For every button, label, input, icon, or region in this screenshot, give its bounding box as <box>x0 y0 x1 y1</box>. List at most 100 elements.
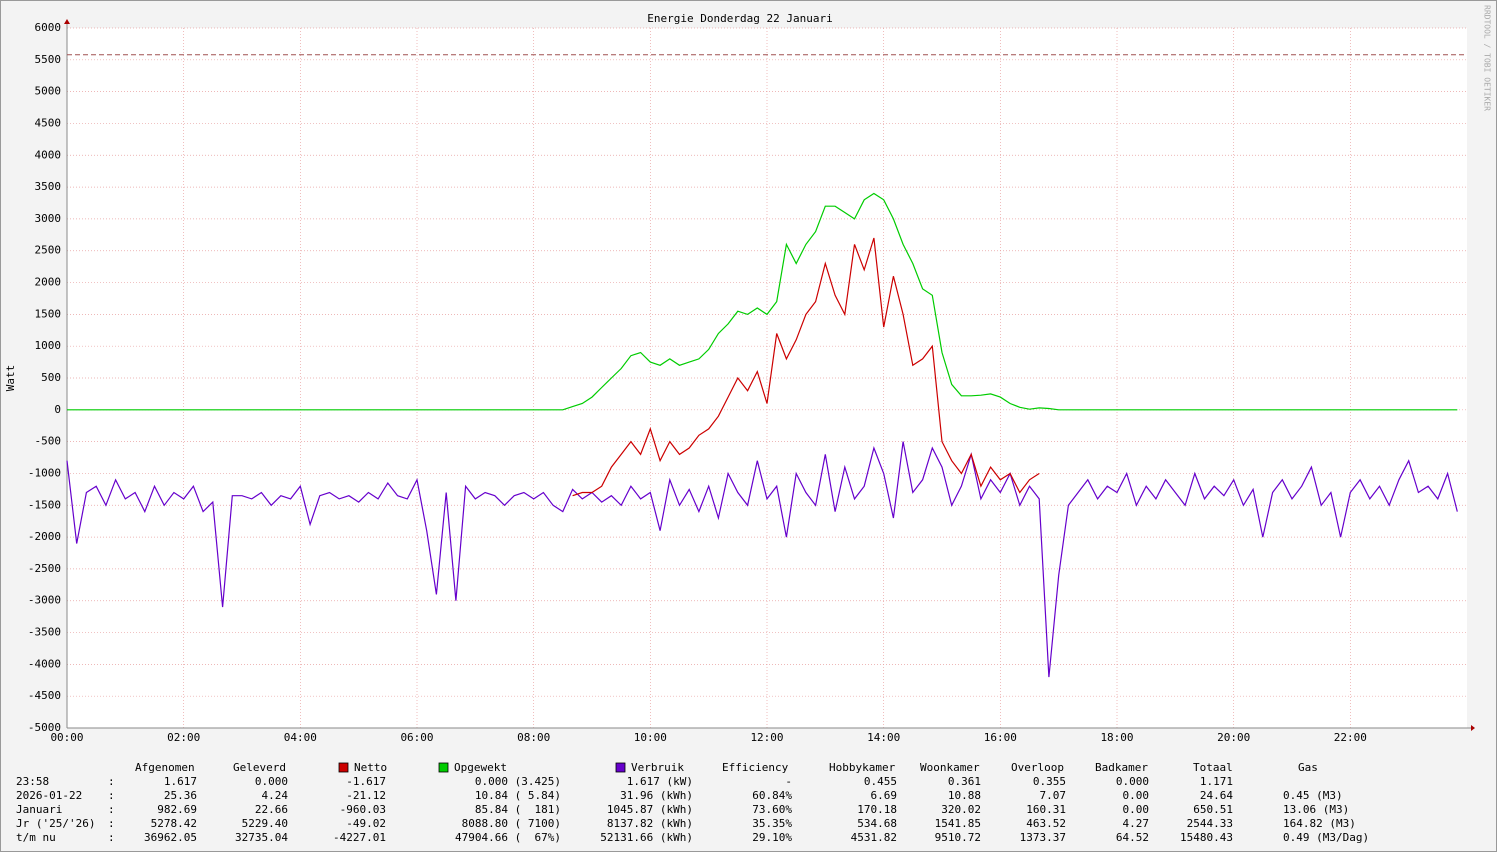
legend-label: Netto <box>354 761 387 774</box>
x-tick-label: 20:00 <box>1217 731 1250 744</box>
table-cell: 6.69 <box>871 789 898 802</box>
table-cell: 0.355 <box>1033 775 1066 788</box>
y-tick-label: -5000 <box>28 721 61 734</box>
x-tick-label: 04:00 <box>284 731 317 744</box>
table-header: Afgenomen <box>135 761 195 774</box>
table-cell: 170.18 <box>857 803 897 816</box>
x-tick-label: 06:00 <box>400 731 433 744</box>
table-cell: 0.45 (M3) <box>1283 789 1343 802</box>
table-cell: 60.84% <box>752 789 792 802</box>
table-cell: 4.27 <box>1123 817 1150 830</box>
table-cell: - <box>785 775 792 788</box>
y-tick-label: 4000 <box>35 148 62 161</box>
table-cell: 1.617 (kW) <box>627 775 693 788</box>
table-cell: 5278.42 <box>151 817 197 830</box>
legend-swatch <box>615 762 626 773</box>
table-cell: 0.000 <box>1116 775 1149 788</box>
table-cell: 25.36 <box>164 789 197 802</box>
table-header: Gas <box>1298 761 1318 774</box>
table-cell: 320.02 <box>941 803 981 816</box>
y-tick-label: 2000 <box>35 276 62 289</box>
y-tick-label: 500 <box>41 371 61 384</box>
x-tick-label: 08:00 <box>517 731 550 744</box>
x-tick-label: 02:00 <box>167 731 200 744</box>
x-tick-label: 00:00 <box>50 731 83 744</box>
table-cell: 5229.40 <box>242 817 288 830</box>
table-cell: 1045.87 (kWh) <box>607 803 693 816</box>
y-tick-label: -500 <box>35 435 62 448</box>
table-cell: 32735.04 <box>235 831 288 844</box>
table-cell: 0.000 <box>255 775 288 788</box>
table-cell: 982.69 <box>157 803 197 816</box>
table-cell: 10.88 <box>948 789 981 802</box>
table-cell: 650.51 <box>1193 803 1233 816</box>
watermark: RRDTOOL / TOBI OETIKER <box>1483 5 1492 111</box>
row-label: Januari <box>16 803 62 816</box>
table-cell: 1.171 <box>1200 775 1233 788</box>
table-cell: 35.35% <box>752 817 792 830</box>
table-cell: 22.66 <box>255 803 288 816</box>
y-tick-label: 3000 <box>35 212 62 225</box>
table-cell: 0.00 <box>1123 803 1150 816</box>
table-cell: 160.31 <box>1026 803 1066 816</box>
row-separator: : <box>108 775 115 788</box>
series-line <box>66 441 1458 678</box>
y-tick-label: 3500 <box>35 180 62 193</box>
axis-arrow <box>64 19 70 24</box>
table-cell: 0.361 <box>948 775 981 788</box>
table-header: Efficiency <box>722 761 789 774</box>
row-separator: : <box>108 817 115 830</box>
table-cell: 4531.82 <box>851 831 897 844</box>
table-cell: 13.06 (M3) <box>1283 803 1349 816</box>
legend-swatch <box>438 762 449 773</box>
table-cell: 0.455 <box>864 775 897 788</box>
y-axis-label: Watt <box>4 365 17 392</box>
table-cell: 1373.37 <box>1020 831 1066 844</box>
table-cell: 64.52 <box>1116 831 1149 844</box>
table-cell: 29.10% <box>752 831 792 844</box>
table-header: Woonkamer <box>920 761 980 774</box>
table-cell: -4227.01 <box>333 831 386 844</box>
x-tick-label: 12:00 <box>750 731 783 744</box>
table-cell: 1541.85 <box>935 817 981 830</box>
axis-arrow <box>1471 725 1475 731</box>
table-cell: -960.03 <box>340 803 386 816</box>
table-cell: 47904.66 ( 67%) <box>455 831 561 844</box>
table-cell: 31.96 (kWh) <box>620 789 693 802</box>
y-tick-label: 6000 <box>35 21 62 34</box>
table-header: Badkamer <box>1095 761 1148 774</box>
table-cell: 85.84 ( 181) <box>475 803 561 816</box>
x-tick-label: 18:00 <box>1100 731 1133 744</box>
table-cell: -49.02 <box>346 817 386 830</box>
table-header: Totaal <box>1193 761 1233 774</box>
table-cell: 7.07 <box>1040 789 1067 802</box>
x-tick-label: 22:00 <box>1334 731 1367 744</box>
table-cell: 2544.33 <box>1187 817 1233 830</box>
table-cell: 9510.72 <box>935 831 981 844</box>
y-tick-label: 4500 <box>35 116 62 129</box>
row-label: 2026-01-22 <box>16 789 82 802</box>
y-tick-label: -1500 <box>28 498 61 511</box>
y-tick-label: 1000 <box>35 339 62 352</box>
y-tick-label: 5000 <box>35 85 62 98</box>
table-cell: 52131.66 (kWh) <box>600 831 693 844</box>
table-cell: 8137.82 (kWh) <box>607 817 693 830</box>
table-cell: 0.000 (3.425) <box>475 775 561 788</box>
legend-swatch <box>338 762 349 773</box>
table-cell: 36962.05 <box>144 831 197 844</box>
table-cell: 0.00 <box>1123 789 1150 802</box>
table-header: Overloop <box>1011 761 1064 774</box>
table-cell: 8088.80 ( 7100) <box>462 817 561 830</box>
table-cell: 1.617 <box>164 775 197 788</box>
series-line <box>67 192 1458 411</box>
y-tick-label: -3500 <box>28 626 61 639</box>
y-tick-label: -4000 <box>28 657 61 670</box>
x-tick-label: 14:00 <box>867 731 900 744</box>
table-cell: -1.617 <box>346 775 386 788</box>
table-cell: -21.12 <box>346 789 386 802</box>
y-tick-label: -2500 <box>28 562 61 575</box>
x-tick-label: 10:00 <box>634 731 667 744</box>
x-tick-label: 16:00 <box>984 731 1017 744</box>
table-cell: 15480.43 <box>1180 831 1233 844</box>
chart-title: Energie Donderdag 22 Januari <box>647 12 832 25</box>
